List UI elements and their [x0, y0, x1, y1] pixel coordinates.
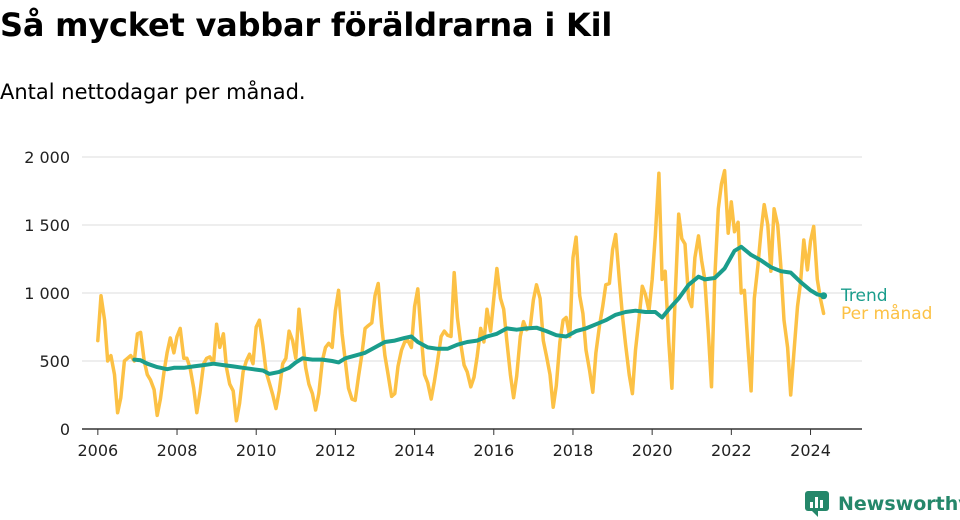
- y-axis: 0 500 1 000 1 500 2 000: [24, 148, 70, 439]
- y-tick-label: 0: [60, 420, 70, 439]
- y-tick-label: 500: [39, 352, 70, 371]
- x-axis: 2006 2008 2010 2012 2014 2016 2018 2020 2022 2024: [77, 428, 862, 460]
- x-tick-label: 2012: [315, 441, 356, 460]
- x-tick-label: 2022: [711, 441, 752, 460]
- x-tick-label: 2014: [394, 441, 435, 460]
- y-tick-label: 2 000: [24, 148, 70, 167]
- newsworthy-logo-icon: [805, 491, 829, 517]
- brand-name: Newsworthy: [838, 493, 960, 515]
- trend-end-point: [820, 292, 828, 300]
- y-tick-label: 1 500: [24, 216, 70, 235]
- x-tick-label: 2020: [632, 441, 673, 460]
- brand-logo: Newsworthy: [804, 490, 960, 518]
- gridlines: [82, 156, 862, 362]
- chart-title: Så mycket vabbar föräldrarna i Kil: [0, 6, 613, 44]
- legend-label-monthly: Per månad: [841, 303, 932, 324]
- series-line-trend: [132, 244, 826, 376]
- series-lines: [96, 168, 828, 423]
- x-tick-label: 2016: [473, 441, 514, 460]
- series-line-monthly: [96, 168, 826, 423]
- legend-label-trend: Trend: [840, 286, 888, 306]
- x-tick-label: 2008: [157, 441, 198, 460]
- x-tick-label: 2006: [77, 441, 118, 460]
- x-tick-label: 2024: [790, 441, 831, 460]
- x-tick-label: 2010: [236, 441, 277, 460]
- chart-subtitle: Antal nettodagar per månad.: [0, 80, 306, 104]
- x-tick-label: 2018: [553, 441, 594, 460]
- y-tick-label: 1 000: [24, 284, 70, 303]
